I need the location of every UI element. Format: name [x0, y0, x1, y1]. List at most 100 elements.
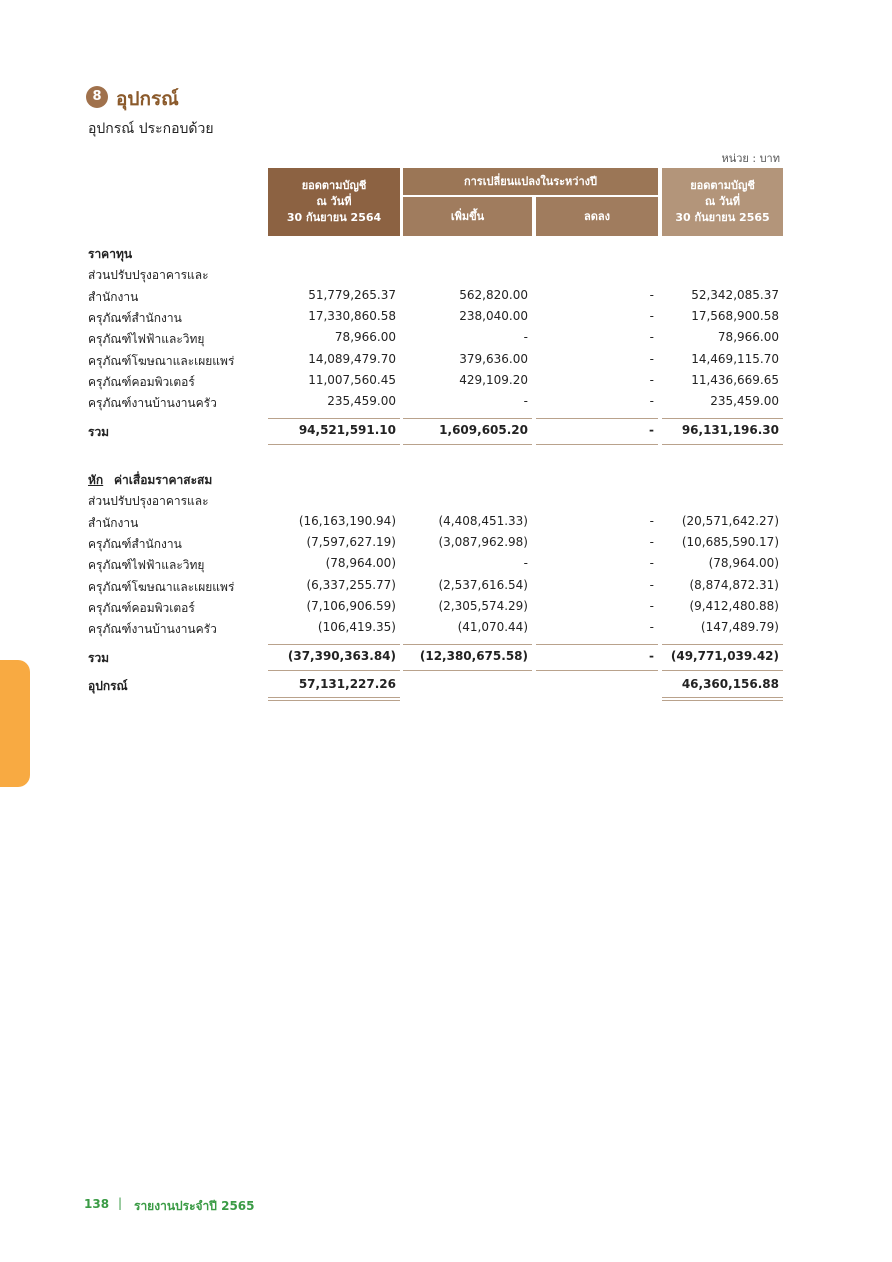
section-badge: 8 — [86, 86, 108, 108]
section-title: อุปกรณ์ — [116, 88, 179, 110]
cell: 17,330,860.58 — [308, 308, 396, 323]
cell: - — [523, 556, 528, 571]
header-line: 30 กันยายน 2565 — [675, 211, 770, 224]
header-line: ยอดตามบัญชี — [690, 179, 755, 192]
cell: - — [649, 308, 654, 323]
cell: (2,305,574.29) — [438, 598, 528, 613]
cell: - — [649, 620, 654, 635]
cell: (16,163,190.94) — [298, 513, 396, 528]
rule — [662, 644, 783, 646]
rule — [536, 418, 658, 420]
cell: - — [523, 330, 528, 345]
cell: - — [649, 394, 654, 409]
row-label: ครุภัณฑ์สำนักงาน — [88, 536, 182, 551]
header-change: การเปลี่ยนแปลงในระหว่างปี — [403, 168, 658, 195]
cell: (8,874,872.31) — [689, 577, 779, 592]
cell: (78,964.00) — [325, 556, 396, 571]
rule — [268, 697, 400, 699]
cell: 17,568,900.58 — [691, 308, 779, 323]
group-label: ส่วนปรับปรุงอาคารและ — [88, 268, 209, 283]
cell: - — [649, 577, 654, 592]
rule — [403, 644, 532, 646]
row-label: ครุภัณฑ์ไฟฟ้าและวิทยุ — [88, 332, 205, 347]
rule — [268, 444, 400, 446]
rule — [403, 444, 532, 446]
rule — [536, 644, 658, 646]
header-line: ณ วันที่ — [705, 195, 740, 208]
cell: (2,537,616.54) — [438, 577, 528, 592]
cell: - — [649, 649, 654, 664]
row-label: ครุภัณฑ์คอมพิวเตอร์ — [88, 600, 195, 615]
cell: - — [523, 394, 528, 409]
row-label: ครุภัณฑ์โฆษณาและเผยแพร่ — [88, 579, 235, 594]
cell: 78,966.00 — [334, 330, 396, 345]
row-label: ครุภัณฑ์ไฟฟ้าและวิทยุ — [88, 558, 205, 573]
cell: 14,469,115.70 — [691, 351, 779, 366]
cell: 11,436,669.65 — [691, 372, 779, 387]
cell: 562,820.00 — [459, 287, 528, 302]
cell: 14,089,479.70 — [308, 351, 396, 366]
row-label: รวม — [88, 651, 110, 666]
row-label: ครุภัณฑ์โฆษณาและเผยแพร่ — [88, 353, 235, 368]
group-label: ส่วนปรับปรุงอาคารและ — [88, 494, 209, 509]
cell: 46,360,156.88 — [681, 677, 779, 692]
cell: (7,597,627.19) — [306, 534, 396, 549]
cell: - — [649, 330, 654, 345]
cell: - — [649, 423, 654, 438]
cell: - — [649, 287, 654, 302]
section-prefix: หัก — [88, 473, 104, 487]
rule — [662, 697, 783, 699]
cell: - — [649, 534, 654, 549]
cell: (7,106,906.59) — [306, 598, 396, 613]
cell: (9,412,480.88) — [689, 598, 779, 613]
rule — [536, 444, 658, 446]
cell: 96,131,196.30 — [681, 423, 779, 438]
cell: 238,040.00 — [459, 308, 528, 323]
rule — [662, 418, 783, 420]
header-line: 30 กันยายน 2564 — [286, 211, 382, 224]
page-number: 138 — [84, 1197, 110, 1211]
cell: - — [649, 556, 654, 571]
rule — [662, 444, 783, 446]
section-title: ค่าเสื่อมราคาสะสม — [114, 473, 213, 487]
cell: (6,337,255.77) — [306, 577, 396, 592]
cell: (20,571,642.27) — [681, 513, 779, 528]
subtitle: อุปกรณ์ ประกอบด้วย — [88, 121, 214, 137]
cell: - — [649, 598, 654, 613]
cell: - — [649, 372, 654, 387]
cell: - — [649, 513, 654, 528]
row-label: อุปกรณ์ — [88, 679, 128, 694]
cell: 57,131,227.26 — [298, 677, 396, 692]
cell: (147,489.79) — [700, 620, 779, 635]
unit: หน่วย : บาท — [721, 152, 780, 165]
cell: (41,070.44) — [457, 620, 528, 635]
cell: 379,636.00 — [459, 351, 528, 366]
row-label: ครุภัณฑ์งานบ้านงานครัว — [88, 622, 217, 637]
cell: (106,419.35) — [317, 620, 396, 635]
cell: 94,521,591.10 — [298, 423, 396, 438]
rule — [403, 418, 532, 420]
cell: 235,459.00 — [327, 394, 396, 409]
rule — [662, 670, 783, 672]
cell: 235,459.00 — [710, 394, 779, 409]
cell: 78,966.00 — [717, 330, 779, 345]
header-opening: ยอดตามบัญชีณ วันที่ 30 กันยายน 2564 — [268, 168, 400, 236]
row-label: ครุภัณฑ์สำนักงาน — [88, 310, 182, 325]
separator: | — [118, 1196, 123, 1210]
cell: (49,771,039.42) — [670, 649, 779, 664]
side-tab — [0, 660, 30, 787]
section-title: ราคาทุน — [88, 247, 133, 261]
cell: (37,390,363.84) — [287, 649, 396, 664]
row-label: สำนักงาน — [88, 289, 139, 304]
cell: (78,964.00) — [708, 556, 779, 571]
row-label: ครุภัณฑ์คอมพิวเตอร์ — [88, 374, 195, 389]
header-closing: ยอดตามบัญชีณ วันที่ 30 กันยายน 2565 — [662, 168, 783, 236]
cell: 1,609,605.20 — [439, 423, 528, 438]
header-decrease: ลดลง — [536, 197, 658, 236]
rule — [268, 670, 400, 672]
cell: 11,007,560.45 — [308, 372, 396, 387]
rule — [268, 700, 400, 702]
report-name: รายงานประจำปี 2565 — [134, 1199, 255, 1213]
row-label: รวม — [88, 425, 110, 440]
